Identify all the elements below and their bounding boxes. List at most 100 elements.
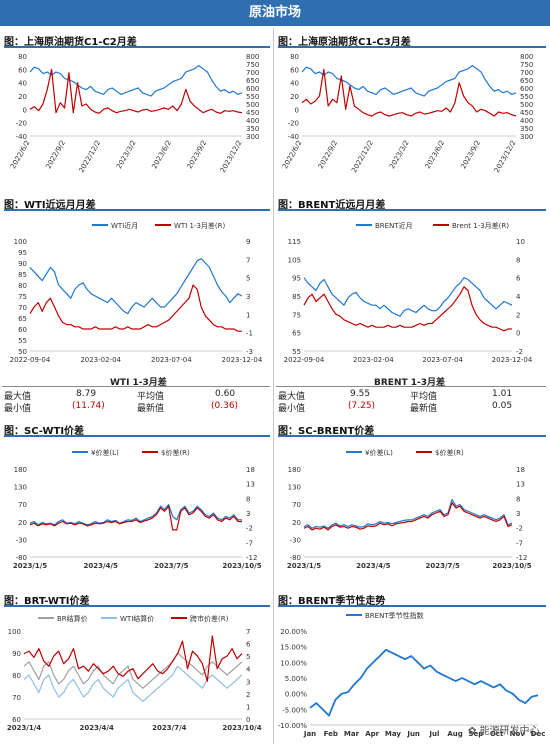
x-tick-label: 2022/9/2 <box>44 139 67 170</box>
chart-p5: -80 -30 20 70 130 180 -12 -7 -2 3 8 13 18 2023/1/5 202… <box>13 448 262 570</box>
x-tick-label: Jul <box>428 730 439 738</box>
y-tick-label: 20 <box>292 519 301 527</box>
y2-tick-label: 800 <box>520 53 533 61</box>
y-tick-label: 80 <box>18 282 27 290</box>
stats-brent-min-value: (7.25) <box>348 401 376 411</box>
chart-p6: -80 -30 20 70 130 180 -12 -7 -2 3 8 13 18 2023/1/5 202… <box>287 448 532 570</box>
series-line <box>29 257 243 315</box>
y-tick-label: -80 <box>290 554 301 562</box>
x-tick-label: May <box>385 730 401 738</box>
y2-tick-label: 9 <box>246 238 250 246</box>
x-tick-label: 2023/6/2 <box>424 139 447 170</box>
legend-label: BRENT近月 <box>375 221 413 230</box>
x-tick-label: 2023/12/2 <box>493 139 518 174</box>
y2-tick-label: 600 <box>520 85 533 93</box>
y-tick-label: 60 <box>18 66 27 74</box>
y-tick-label: 70 <box>18 304 27 312</box>
y2-tick-label: -2 <box>516 348 523 356</box>
title-divider <box>278 435 546 437</box>
y2-tick-label: 500 <box>520 101 533 109</box>
stats-wti-latest-value: (0.36) <box>211 401 239 411</box>
stats-wti-latest-label: 最新值 <box>137 404 165 414</box>
title-divider <box>4 605 270 607</box>
stats-wti-max-label: 最大值 <box>4 392 32 402</box>
y2-tick-label: 8 <box>516 256 520 264</box>
x-tick-label: Mar <box>344 730 360 738</box>
y2-tick-label: 350 <box>520 125 533 133</box>
y-tick-label: 10.00% <box>280 659 307 667</box>
series-line <box>23 665 243 703</box>
x-tick-label: 2023/12/2 <box>219 139 244 174</box>
y2-tick-label: 450 <box>246 109 259 117</box>
series-line <box>29 65 243 97</box>
y2-tick-label: 18 <box>246 466 255 474</box>
stats-brent-min-label: 最小值 <box>278 404 306 414</box>
title-divider <box>278 209 546 211</box>
x-tick-label: 2023/9/2 <box>186 139 209 170</box>
x-tick-label: Feb <box>324 730 338 738</box>
legend-label: $价差(R) <box>435 448 464 457</box>
panel-title-p1: 图：上海原油期货C1-C2月差 <box>4 37 137 48</box>
y-tick-label: 75 <box>292 311 301 319</box>
x-tick-label: 2023/7/5 <box>425 562 459 570</box>
y-tick-label: 40 <box>18 80 27 88</box>
y-tick-label: 20 <box>18 93 27 101</box>
x-tick-label: 2023/3/2 <box>115 139 138 170</box>
series-line <box>23 652 243 689</box>
y2-tick-label: 0 <box>516 330 520 338</box>
y-tick-label: 90 <box>18 260 27 268</box>
y2-tick-label: 700 <box>246 69 259 77</box>
x-tick-label: 2023/4/4 <box>79 724 113 732</box>
x-tick-label: 2023/4/5 <box>83 562 117 570</box>
y-tick-label: 0 <box>295 106 299 114</box>
panel-title-p2: 图：上海原油期货C1-C3月差 <box>278 37 411 48</box>
y-tick-label: 55 <box>18 337 27 345</box>
series-line <box>303 498 513 529</box>
y-tick-label: 75 <box>18 293 27 301</box>
chart-p8: -10.00% -5.00% 0.00% 5.00% 10.00% 15.00% 20.00… <box>278 611 546 738</box>
y-tick-label: 20.00% <box>280 628 307 636</box>
y-tick-label: -40 <box>16 133 27 141</box>
y-tick-label: 60 <box>290 66 299 74</box>
legend-label: BR结算价 <box>57 614 88 623</box>
x-tick-label: Sep <box>468 730 483 738</box>
y2-tick-label: 4 <box>246 666 251 674</box>
y2-tick-label: 7 <box>246 628 250 636</box>
y2-tick-label: -2 <box>516 525 523 533</box>
stats-brent-max-label: 最大值 <box>278 392 306 402</box>
y2-tick-label: 5 <box>246 275 250 283</box>
page-banner: 原油市场 <box>0 0 550 26</box>
panel-title-p3: 图：WTI近远月月差 <box>4 200 96 211</box>
panel-title-p5: 图：SC-WTI价差 <box>4 426 85 437</box>
stats-brent-avg-value: 1.01 <box>492 389 513 399</box>
y-tick-label: 85 <box>292 293 301 301</box>
series-line <box>303 277 513 317</box>
y2-tick-label: 350 <box>246 125 259 133</box>
x-tick-label: 2023/7/4 <box>152 724 186 732</box>
y2-tick-label: 6 <box>246 641 251 649</box>
y-tick-label: 100 <box>14 238 27 246</box>
x-tick-label: Nov <box>510 730 526 738</box>
y-tick-label: 80 <box>290 53 299 61</box>
x-tick-label: 2023/1/5 <box>287 562 321 570</box>
y-tick-label: 0 <box>23 106 27 114</box>
y2-tick-label: -7 <box>246 539 253 547</box>
stats-divider <box>2 386 270 387</box>
series-line <box>23 635 243 682</box>
y-tick-label: 55 <box>292 348 301 356</box>
y-tick-label: 130 <box>14 484 27 492</box>
y-tick-label: 70 <box>12 694 21 702</box>
y-tick-label: -20 <box>16 120 27 128</box>
series-line <box>29 503 242 526</box>
x-tick-label: 2023/4/5 <box>356 562 390 570</box>
x-tick-label: 2023/10/5 <box>492 562 531 570</box>
y2-tick-label: 400 <box>520 117 533 125</box>
series-line <box>301 68 517 117</box>
y-tick-label: 95 <box>18 249 27 257</box>
y2-tick-label: 400 <box>246 117 259 125</box>
x-tick-label: 2023/7/5 <box>154 562 188 570</box>
y-tick-label: -80 <box>16 554 27 562</box>
chart-p7: 60 70 80 90 100 0 1 2 3 4 5 6 7 2023/1/4 2023/4/4 2023/… <box>7 614 262 732</box>
y2-tick-label: 750 <box>246 61 259 69</box>
y2-tick-label: 500 <box>246 101 259 109</box>
